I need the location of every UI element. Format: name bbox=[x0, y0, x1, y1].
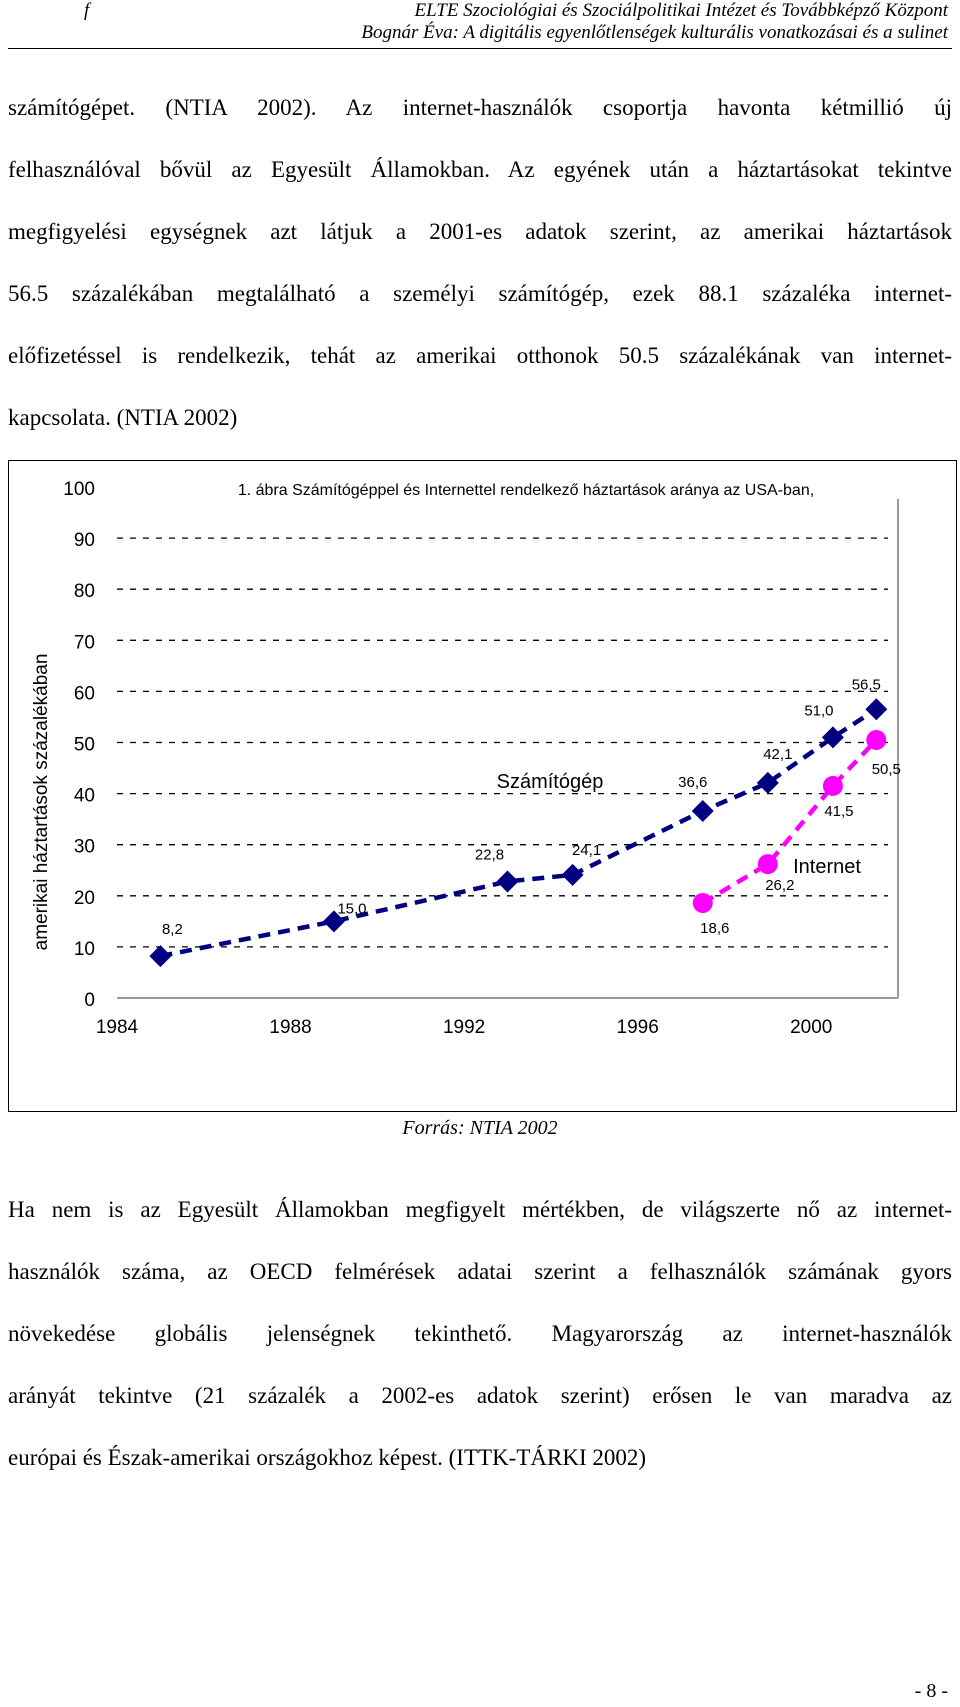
computer-data-label: 56,5 bbox=[852, 676, 881, 693]
text-line: kapcsolata. (NTIA 2002) bbox=[8, 405, 238, 430]
header-author-title: Bognár Éva: A digitális egyenlőtlenségek… bbox=[361, 22, 948, 43]
computer-data-label: 51,0 bbox=[804, 702, 833, 719]
computer-data-label: 42,1 bbox=[763, 746, 792, 763]
text-line: használók száma, az OECD felmérések adat… bbox=[8, 1259, 952, 1284]
y-tick-label: 10 bbox=[74, 939, 95, 960]
computer-data-label: 15,0 bbox=[337, 900, 366, 917]
x-tick-label: 1992 bbox=[443, 1017, 485, 1038]
internet-point bbox=[822, 775, 843, 796]
computer-point bbox=[756, 771, 779, 794]
internet-data-label: 50,5 bbox=[872, 761, 901, 778]
text-line: növekedése globális jelenségnek tekinthe… bbox=[8, 1321, 952, 1346]
paragraph-1: számítógépet. (NTIA 2002). Az internet-h… bbox=[8, 93, 952, 465]
internet-point bbox=[757, 854, 778, 875]
y-tick-label: 0 bbox=[84, 990, 95, 1011]
y-tick-label: 20 bbox=[74, 888, 95, 909]
computer-point bbox=[496, 870, 519, 893]
x-tick-label: 1988 bbox=[269, 1017, 311, 1038]
computer-point bbox=[561, 863, 584, 886]
page-header: f ELTE Szociológiai és Szociálpolitikai … bbox=[8, 0, 952, 49]
y-axis-title: amerikai háztartások százalékában bbox=[31, 654, 52, 951]
computer-series-label: Számítógép bbox=[497, 771, 604, 793]
computer-point bbox=[149, 945, 172, 968]
paragraph-2: Ha nem is az Egyesült Államokban megfigy… bbox=[8, 1195, 952, 1505]
page-number: - 8 - bbox=[914, 1680, 948, 1702]
y-tick-label: 40 bbox=[74, 786, 95, 807]
computer-data-label: 36,6 bbox=[678, 774, 707, 791]
source-caption: Forrás: NTIA 2002 bbox=[402, 1117, 558, 1139]
header-institution: ELTE Szociológiai és Szociálpolitikai In… bbox=[414, 0, 948, 21]
chart-frame: 0 10 20 30 40 50 60 70 80 90 100 1984 1988 1992 1996 20… bbox=[8, 460, 957, 1112]
x-tick-label: 1996 bbox=[617, 1017, 659, 1038]
y-tick-label: 30 bbox=[74, 837, 95, 858]
text-line: 56.5 százalékában megtalálható a személy… bbox=[8, 281, 952, 306]
chart-title: 1. ábra Számítógéppel és Internettel ren… bbox=[238, 482, 814, 499]
header-left-mark: f bbox=[84, 0, 90, 21]
internet-data-label: 18,6 bbox=[700, 920, 729, 937]
y-tick-label: 90 bbox=[74, 530, 95, 551]
internet-series-line bbox=[701, 738, 878, 905]
computer-data-label: 8,2 bbox=[162, 921, 183, 938]
x-tick-label: 1984 bbox=[96, 1017, 139, 1038]
computer-data-label: 22,8 bbox=[475, 846, 504, 863]
text-line: számítógépet. (NTIA 2002). Az internet-h… bbox=[8, 95, 952, 120]
chart-svg: 0 10 20 30 40 50 60 70 80 90 100 1984 1988 1992 1996 20… bbox=[31, 479, 901, 1038]
text-line: európai és Észak-amerikai országokhoz ké… bbox=[8, 1445, 647, 1470]
x-tick-label: 2000 bbox=[790, 1017, 832, 1038]
y-tick-label: 80 bbox=[74, 581, 95, 602]
internet-data-label: 26,2 bbox=[765, 877, 794, 894]
computer-point bbox=[821, 726, 844, 749]
text-line: Ha nem is az Egyesült Államokban megfigy… bbox=[8, 1197, 952, 1222]
y-tick-label: 70 bbox=[74, 632, 95, 653]
computer-point bbox=[865, 698, 888, 721]
internet-series-label: Internet bbox=[793, 856, 861, 878]
text-line: arányát tekintve (21 százalék a 2002-es … bbox=[8, 1383, 952, 1408]
computer-point bbox=[322, 910, 345, 933]
text-line: előfizetéssel is rendelkezik, tehát az a… bbox=[8, 343, 952, 368]
y-tick-label: 50 bbox=[74, 735, 95, 756]
internet-data-label: 41,5 bbox=[824, 803, 853, 820]
computer-data-label: 24,1 bbox=[572, 842, 601, 859]
y-tick-label: 100 bbox=[63, 479, 95, 500]
internet-point bbox=[692, 892, 713, 913]
text-line: megfigyelési egységnek azt látjuk a 2001… bbox=[8, 219, 952, 244]
computer-series-line bbox=[159, 707, 878, 959]
computer-point bbox=[691, 799, 714, 822]
y-tick-label: 60 bbox=[74, 683, 95, 704]
text-line: felhasználóval bővül az Egyesült Államok… bbox=[8, 157, 952, 182]
internet-point bbox=[866, 729, 887, 750]
